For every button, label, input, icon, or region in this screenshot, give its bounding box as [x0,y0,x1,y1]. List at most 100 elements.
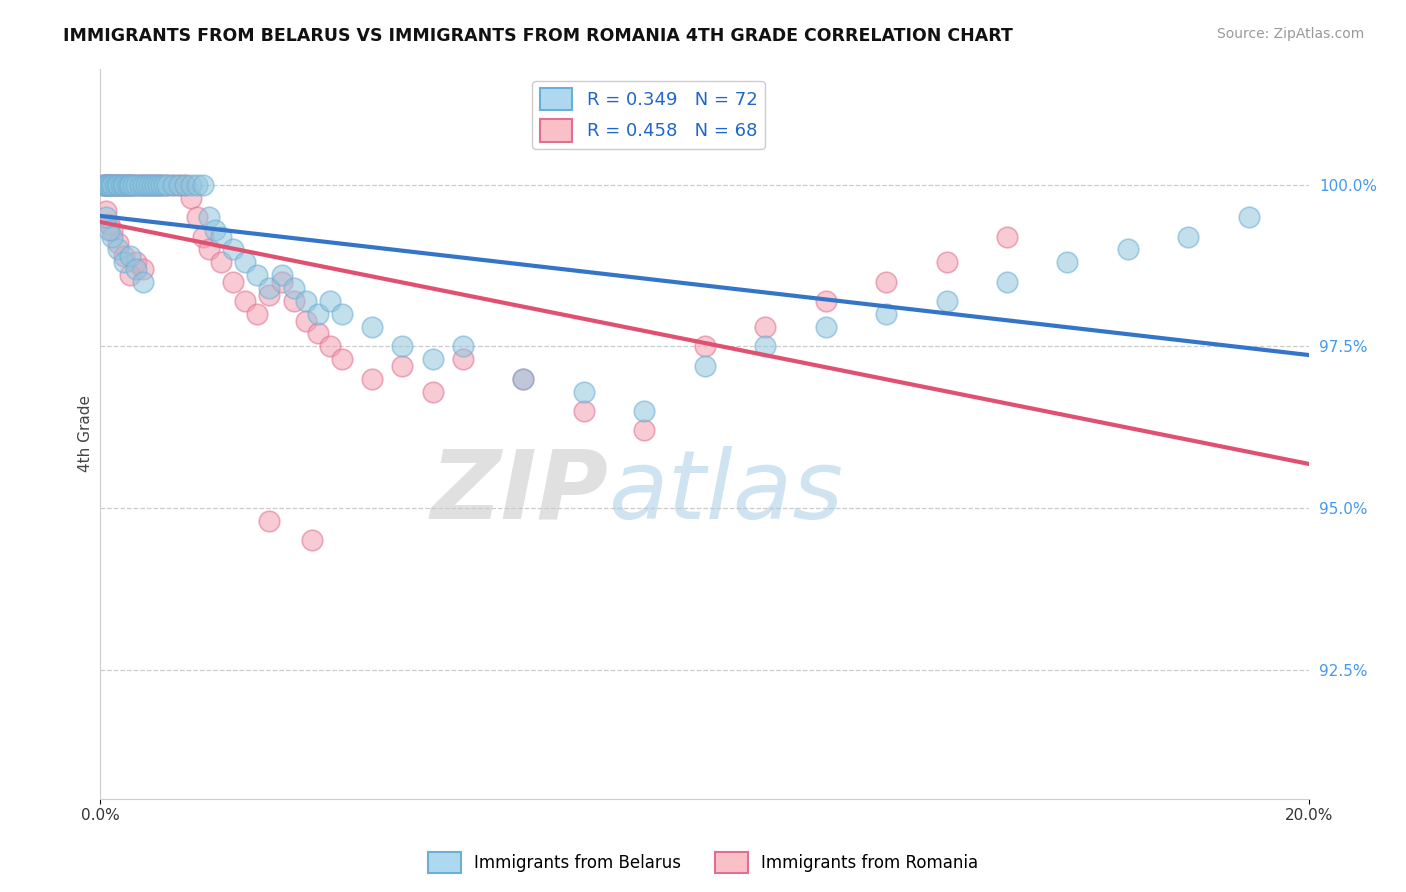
Point [96,178,118,192]
Point [94,178,117,192]
Point [131,261,153,276]
Point [141,178,163,192]
Point [101,178,124,192]
Point [512,372,534,386]
Point [120,178,142,192]
Point [107,235,129,250]
Point [162,178,184,192]
Legend: Immigrants from Belarus, Immigrants from Romania: Immigrants from Belarus, Immigrants from… [420,846,986,880]
Point [143,178,166,192]
Point [222,243,245,257]
Point [259,514,281,528]
Point [96,178,118,192]
Point [259,281,281,295]
Point [191,178,214,192]
Point [173,178,195,192]
Point [131,178,153,192]
Point [935,255,957,269]
Point [995,229,1018,244]
Point [125,178,148,192]
Point [391,339,413,353]
Point [118,178,141,192]
Point [814,320,837,334]
Point [167,178,190,192]
Point [98,178,121,192]
Point [149,178,172,192]
Point [246,268,269,283]
Point [131,178,153,192]
Point [110,178,132,192]
Point [96,210,118,224]
Point [122,178,145,192]
Point [152,178,174,192]
Point [146,178,169,192]
Point [1116,243,1139,257]
Point [270,268,292,283]
Point [246,307,269,321]
Point [294,294,316,309]
Point [156,178,179,192]
Point [422,384,444,399]
Point [330,352,353,367]
Point [96,178,118,192]
Point [146,178,169,192]
Point [131,275,153,289]
Point [209,255,232,269]
Point [935,294,957,309]
Point [107,243,129,257]
Point [198,243,221,257]
Y-axis label: 4th Grade: 4th Grade [79,395,93,472]
Point [307,307,329,321]
Point [98,223,121,237]
Point [94,178,117,192]
Point [138,178,160,192]
Point [173,178,195,192]
Point [754,339,776,353]
Point [270,275,292,289]
Point [512,372,534,386]
Point [875,275,897,289]
Point [141,178,163,192]
Point [451,352,474,367]
Point [361,372,384,386]
Point [98,217,121,231]
Point [112,178,135,192]
Point [96,178,118,192]
Point [110,178,132,192]
Point [117,178,139,192]
Point [91,178,114,192]
Point [120,249,142,263]
Point [451,339,474,353]
Point [307,326,329,341]
Point [875,307,897,321]
Point [112,178,135,192]
Point [101,229,124,244]
Point [572,384,595,399]
Point [149,178,172,192]
Point [186,210,208,224]
Point [101,223,124,237]
Text: atlas: atlas [607,446,844,539]
Point [633,424,655,438]
Point [125,261,148,276]
Point [118,178,141,192]
Point [233,255,256,269]
Point [156,178,179,192]
Point [283,281,305,295]
Point [180,191,202,205]
Point [96,203,118,218]
Point [319,339,342,353]
Point [633,404,655,418]
Point [105,178,128,192]
Point [117,178,139,192]
Point [1056,255,1078,269]
Point [167,178,190,192]
Point [204,223,226,237]
Point [693,359,716,373]
Text: IMMIGRANTS FROM BELARUS VS IMMIGRANTS FROM ROMANIA 4TH GRADE CORRELATION CHART: IMMIGRANTS FROM BELARUS VS IMMIGRANTS FR… [63,27,1014,45]
Point [135,178,157,192]
Point [995,275,1018,289]
Point [143,178,166,192]
Point [112,178,135,192]
Point [100,178,122,192]
